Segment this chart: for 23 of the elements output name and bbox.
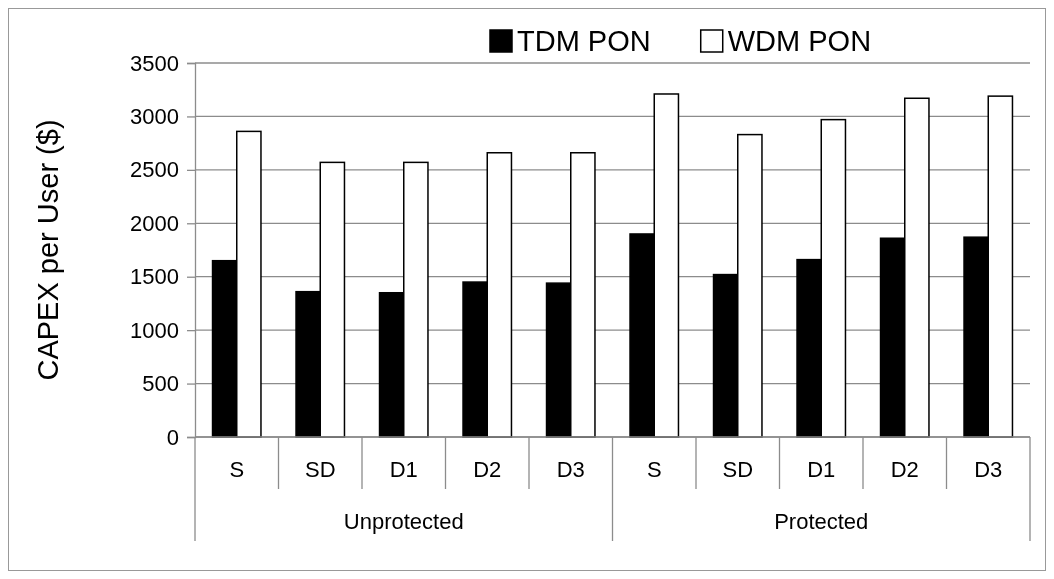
x-tick-label: D2 (473, 457, 502, 482)
legend-label: TDM PON (517, 25, 651, 57)
x-tick-label: D3 (556, 457, 585, 482)
x-tick-label: D1 (807, 457, 836, 482)
x-tick-label: D2 (890, 457, 919, 482)
y-tick-label: 1000 (130, 317, 179, 343)
x-tick-label: S (229, 457, 245, 482)
x-tick-label: S (646, 457, 662, 482)
y-tick-label: 3500 (130, 50, 179, 76)
x-tick-label: D1 (389, 457, 418, 482)
y-tick-label: 0 (166, 424, 179, 450)
x-tick-label: D3 (974, 457, 1003, 482)
y-tick-label: 1500 (130, 264, 179, 290)
x-tick-label: SD (304, 457, 336, 482)
legend-label: WDM PON (727, 25, 872, 57)
y-tick-label: 2500 (130, 157, 179, 183)
y-tick-label: 2000 (130, 210, 179, 236)
text: Unprotected (343, 509, 464, 534)
y-axis-title: CAPEX per User ($) (32, 119, 64, 381)
x-tick-label: SD (722, 457, 754, 482)
y-tick-label: 3000 (130, 103, 179, 129)
text: Protected (774, 509, 869, 534)
y-tick-label: 500 (142, 371, 179, 397)
